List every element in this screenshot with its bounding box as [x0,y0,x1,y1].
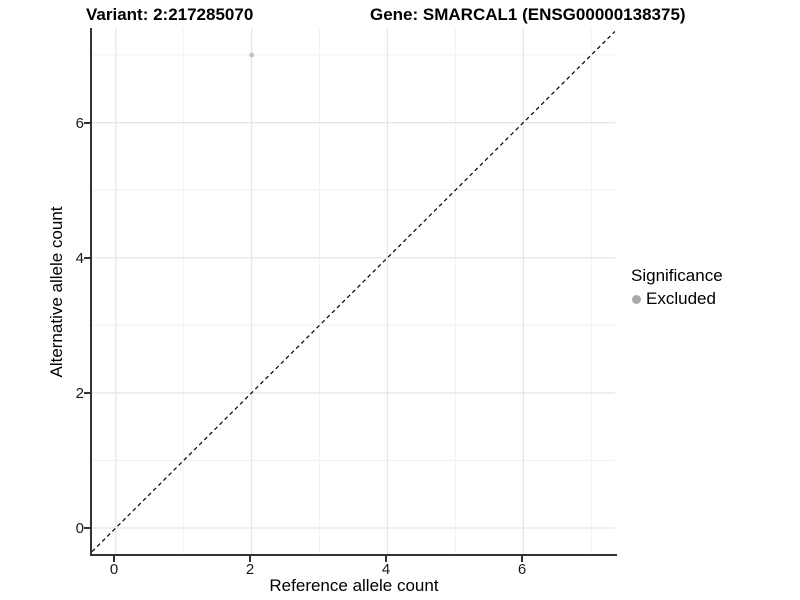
y-tick-4 [84,257,90,259]
x-axis-line [90,554,617,556]
y-axis-title: Alternative allele count [47,206,66,378]
x-tick-label: 4 [381,561,391,578]
excluded-point-icon [632,294,641,304]
x-tick-4 [385,556,387,562]
y-tick-0 [84,527,90,529]
variant-title: Variant: 2:217285070 [86,5,254,24]
y-tick-6 [84,122,90,124]
x-tick-label: 0 [109,561,119,578]
y-tick-label: 0 [75,520,84,537]
legend-item-excluded: Excluded [631,289,723,309]
plot-panel-svg [92,28,615,555]
x-tick-label: 2 [245,561,255,578]
legend: Significance Excluded [631,266,723,309]
plot-panel [92,28,615,555]
y-tick-label: 2 [75,385,84,402]
y-tick-label: 6 [75,115,84,132]
legend-item-label: Excluded [646,289,716,308]
x-tick-2 [249,556,251,562]
legend-title: Significance [631,266,723,285]
y-axis-line [90,28,92,556]
y-tick-2 [84,392,90,394]
gene-title: Gene: SMARCAL1 (ENSG00000138375) [370,5,686,24]
data-point [249,52,254,58]
y-tick-label: 4 [75,250,84,267]
x-tick-6 [521,556,523,562]
x-tick-0 [113,556,115,562]
identity-dashed-line [92,30,615,553]
x-tick-label: 6 [517,561,527,578]
x-axis-title: Reference allele count [269,576,439,595]
